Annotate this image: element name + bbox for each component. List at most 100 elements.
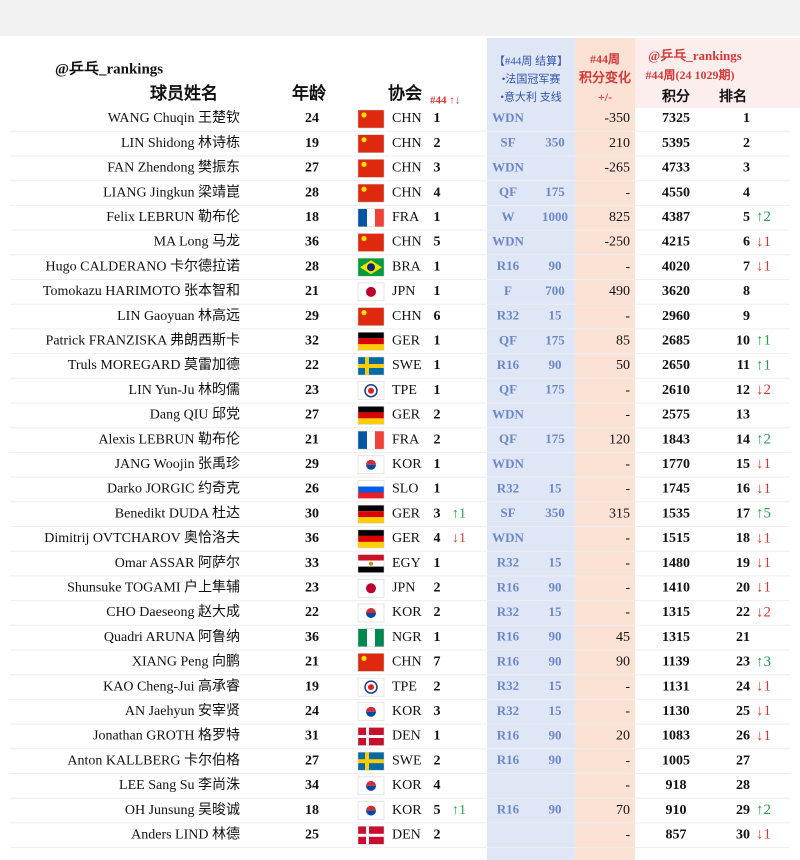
flag <box>357 282 385 302</box>
result: R32 <box>497 604 519 619</box>
flag <box>357 208 385 228</box>
result-points: 700 <box>545 283 565 298</box>
result-header: 【#44周 结算】 <box>494 54 568 68</box>
flag-border <box>357 677 385 697</box>
flag-part <box>366 459 376 465</box>
points: 1535 <box>662 506 690 521</box>
flag-border <box>357 776 385 796</box>
assoc-rank: 2 <box>434 605 441 620</box>
assoc: DEN <box>392 828 421 843</box>
player-name: Dimitrij OVTCHAROV 奥恰洛夫 <box>44 529 240 546</box>
result-header: •法国冠军赛 <box>502 72 561 86</box>
assoc: CHN <box>392 309 422 324</box>
rank: 30 <box>736 828 750 843</box>
age: 28 <box>305 185 319 200</box>
points-change: 20 <box>616 729 630 744</box>
flag-border <box>357 529 385 549</box>
flag-part <box>368 387 374 394</box>
points: 918 <box>666 778 687 793</box>
flag-part <box>375 208 384 227</box>
age: 34 <box>305 778 319 793</box>
flag-part <box>361 186 367 192</box>
points-change: 120 <box>609 432 630 447</box>
result: W <box>502 209 515 224</box>
result: R16 <box>497 727 520 742</box>
age: 21 <box>305 655 319 670</box>
flag <box>357 776 385 796</box>
result-points: 15 <box>549 604 563 619</box>
flag-part <box>358 486 384 493</box>
points-change: - <box>625 531 630 546</box>
assoc-rank: 2 <box>434 753 441 768</box>
points-change: -265 <box>604 161 630 176</box>
assoc-rank: 7 <box>434 655 441 670</box>
assoc: GER <box>392 408 421 423</box>
flag <box>357 356 385 376</box>
result: R32 <box>497 555 519 570</box>
flag-part <box>358 833 384 837</box>
flag-border <box>357 430 385 450</box>
result: QF <box>499 332 517 347</box>
flag-part <box>366 286 376 297</box>
result: WDN <box>492 456 524 471</box>
flag-part <box>358 110 384 128</box>
player-name: Benedikt DUDA 杜达 <box>115 505 240 521</box>
flag <box>357 801 385 820</box>
points-change: - <box>625 383 630 398</box>
age: 21 <box>305 432 319 447</box>
assoc-rank: 1 <box>434 630 441 645</box>
col-name: 球员姓名 <box>150 83 218 103</box>
flag <box>357 455 385 475</box>
age: 24 <box>305 704 319 719</box>
rank-move: ↓1 <box>756 827 771 843</box>
points-change: - <box>625 605 630 620</box>
result: WDN <box>492 110 524 125</box>
flag-part <box>358 505 384 512</box>
player-name: Anders LIND 林德 <box>131 827 240 843</box>
flag-part <box>358 431 367 450</box>
flag-part <box>361 235 367 242</box>
player-name: Anton KALLBERG 卡尔伯格 <box>67 752 240 768</box>
player-name: Dang QIU 邱党 <box>150 407 240 423</box>
player-name: Darko JORGIC 约奇克 <box>107 480 240 497</box>
player-name: OH Junsung 吴晙诚 <box>125 801 240 818</box>
assoc-rank: 2 <box>434 408 441 423</box>
flag-border <box>357 480 385 499</box>
assoc-rank: 1 <box>434 210 441 225</box>
result: WDN <box>492 233 524 248</box>
flag-part <box>358 307 384 326</box>
assoc: KOR <box>392 803 422 818</box>
result: R16 <box>497 653 520 668</box>
flag-part <box>358 566 384 573</box>
flag-part <box>358 344 384 351</box>
assoc: GER <box>392 506 421 521</box>
points: 1005 <box>662 753 690 768</box>
flag-part <box>366 711 376 717</box>
flag-part <box>361 655 367 661</box>
flag <box>357 406 385 425</box>
points: 2685 <box>662 334 690 349</box>
flag-part <box>358 759 384 764</box>
flag-border <box>357 579 385 598</box>
change-column-bg <box>575 38 635 860</box>
assoc: BRA <box>392 259 422 274</box>
rank: 7 <box>743 259 750 274</box>
points-change: - <box>625 482 630 497</box>
rank: 9 <box>743 309 750 324</box>
result-points: 15 <box>549 555 563 570</box>
rank: 27 <box>736 753 750 768</box>
assoc: EGY <box>392 556 421 571</box>
result-points: 90 <box>549 802 562 817</box>
points-change: - <box>625 704 630 719</box>
rank-move: ↓1 <box>756 456 771 472</box>
flag-part <box>358 517 384 524</box>
points: 857 <box>666 828 687 843</box>
age: 32 <box>305 334 319 349</box>
assoc-rank: 1 <box>434 383 441 398</box>
flag-part <box>366 583 376 594</box>
flag-part <box>366 780 376 786</box>
rank: 21 <box>736 630 750 645</box>
assoc: NGR <box>392 630 422 645</box>
flag <box>357 554 385 573</box>
rank: 1 <box>743 111 750 126</box>
